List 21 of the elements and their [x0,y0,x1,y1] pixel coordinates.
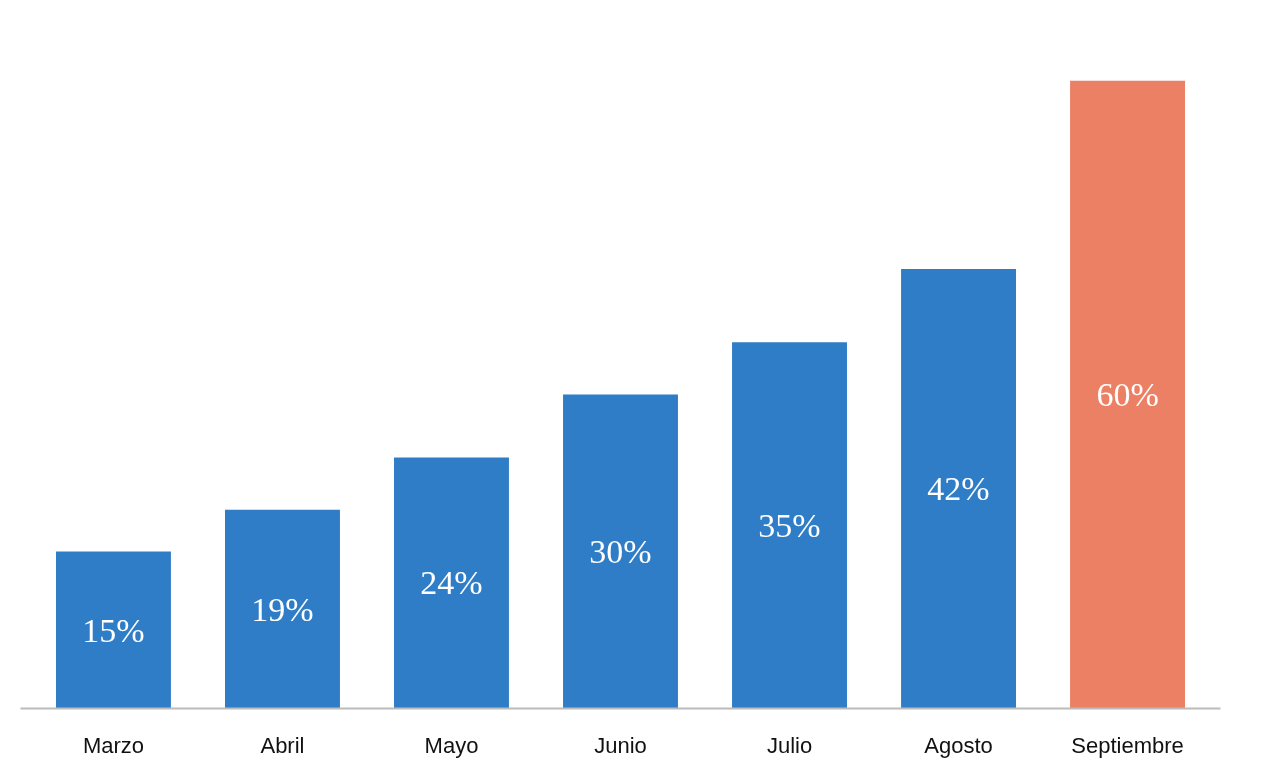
x-tick-label: Mayo [424,732,479,758]
data-label: 19% [251,590,314,628]
bar [732,342,847,709]
bar [225,509,340,709]
bar [1070,80,1186,709]
x-tick-label: Junio [594,732,647,758]
data-label: 15% [82,611,145,649]
x-tick-label: Septiembre [1071,732,1184,758]
x-tick-label: Marzo [82,732,145,758]
data-label: 60% [1096,376,1159,414]
x-tick-label: Abril [260,732,305,758]
bar [901,269,1016,709]
data-label: 30% [589,533,652,571]
data-label: 42% [927,470,990,508]
x-tick-label: Julio [766,732,813,758]
bar [563,394,678,709]
bar [55,551,171,709]
x-tick-label: Agosto [924,732,993,758]
data-label: 24% [420,564,483,602]
data-label: 35% [758,506,821,544]
bar [394,457,509,709]
